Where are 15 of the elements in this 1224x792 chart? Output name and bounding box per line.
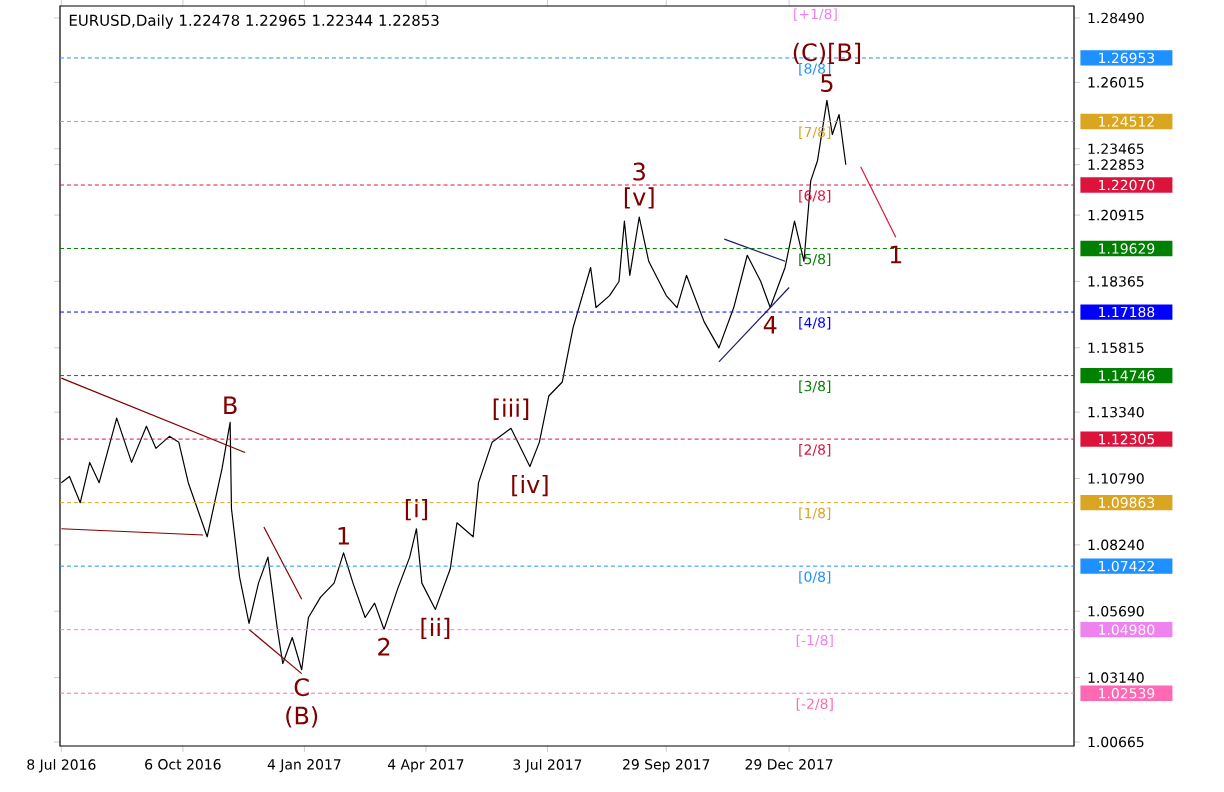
annotation: [i] [405,499,428,521]
annotation: 3 [633,162,645,181]
annotation: [iv] [512,474,548,497]
annotation: 1 [338,527,349,545]
annotation: C [294,678,309,697]
annotation: [ii] [421,617,450,640]
annotation: B [224,396,237,414]
annotation: 1 [890,245,902,264]
annotation: 2 [378,637,390,656]
annotation: [v] [624,187,654,209]
annotation: [iii] [493,398,529,420]
annotation: 4 [763,315,777,334]
annotation: 5 [821,74,833,93]
annotation: (C)[B] [793,42,861,65]
annotation: (B) [286,706,318,728]
